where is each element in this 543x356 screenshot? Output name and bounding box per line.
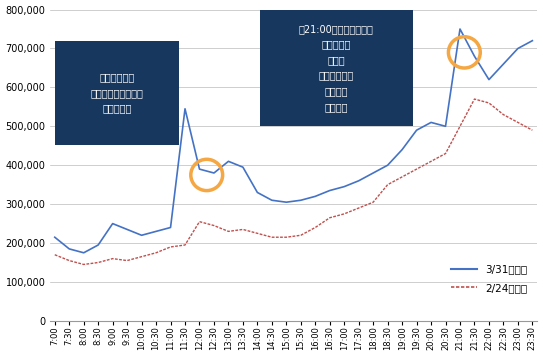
2/24（月） — [399, 175, 406, 179]
3/31（月） — [211, 171, 217, 175]
3/31（月） — [370, 171, 376, 175]
3/31（月） — [225, 159, 232, 163]
2/24（月） — [124, 258, 130, 263]
2/24（月） — [66, 258, 72, 263]
2/24（月） — [225, 229, 232, 234]
3/31（月） — [196, 167, 203, 171]
3/31（月） — [239, 165, 246, 169]
3/31（月） — [399, 147, 406, 152]
3/31（月） — [442, 124, 449, 129]
3/31（月） — [80, 251, 87, 255]
2/24（月） — [153, 251, 159, 255]
2/24（月） — [138, 255, 145, 259]
3/31（月） — [326, 188, 333, 193]
3/31（月） — [283, 200, 289, 204]
2/24（月） — [298, 233, 304, 237]
3/31（月） — [471, 54, 478, 58]
3/31（月） — [52, 235, 58, 239]
Text: 「いいとも」
「いいとも最終回」
「たけし」: 「いいとも」 「いいとも最終回」 「たけし」 — [91, 72, 143, 113]
2/24（月） — [529, 128, 535, 132]
2/24（月） — [254, 231, 261, 235]
2/24（月） — [80, 262, 87, 267]
Line: 3/31（月）: 3/31（月） — [55, 29, 532, 253]
3/31（月） — [500, 62, 507, 66]
3/31（月） — [312, 194, 319, 199]
2/24（月） — [457, 124, 463, 129]
2/24（月） — [283, 235, 289, 239]
2/24（月） — [269, 235, 275, 239]
2/24（月） — [182, 243, 188, 247]
3/31（月） — [167, 225, 174, 230]
3/31（月） — [485, 78, 492, 82]
2/24（月） — [500, 112, 507, 117]
2/24（月） — [239, 227, 246, 231]
2/24（月） — [515, 120, 521, 125]
2/24（月） — [485, 101, 492, 105]
2/24（月） — [471, 97, 478, 101]
2/24（月） — [312, 225, 319, 230]
3/31（月） — [269, 198, 275, 202]
Line: 2/24（月）: 2/24（月） — [55, 99, 532, 265]
3/31（月） — [95, 243, 102, 247]
3/31（月） — [66, 247, 72, 251]
2/24（月） — [109, 256, 116, 261]
2/24（月） — [95, 260, 102, 265]
2/24（月） — [356, 206, 362, 210]
2/24（月） — [326, 216, 333, 220]
3/31（月） — [341, 184, 348, 189]
3/31（月） — [356, 179, 362, 183]
2/24（月） — [370, 200, 376, 204]
2/24（月） — [341, 212, 348, 216]
3/31（月） — [298, 198, 304, 202]
3/31（月） — [413, 128, 420, 132]
2/24（月） — [196, 220, 203, 224]
3/31（月） — [182, 107, 188, 111]
2/24（月） — [428, 159, 434, 163]
Legend: 3/31（月）, 2/24（月）: 3/31（月）, 2/24（月） — [447, 260, 532, 297]
3/31（月） — [428, 120, 434, 125]
2/24（月） — [413, 167, 420, 171]
3/31（月） — [153, 229, 159, 234]
3/31（月） — [254, 190, 261, 195]
2/24（月） — [167, 245, 174, 249]
2/24（月） — [384, 183, 391, 187]
3/31（月） — [124, 227, 130, 231]
2/24（月） — [442, 151, 449, 156]
3/31（月） — [529, 38, 535, 43]
3/31（月） — [457, 27, 463, 31]
2/24（月） — [52, 253, 58, 257]
3/31（月） — [384, 163, 391, 167]
Text: 「21:00ホットワード」
とんねるず
さんま
ダウンタウン
ウンナン
いいとも: 「21:00ホットワード」 とんねるず さんま ダウンタウン ウンナン いいとも — [299, 24, 374, 112]
2/24（月） — [211, 224, 217, 228]
3/31（月） — [515, 46, 521, 51]
3/31（月） — [109, 221, 116, 226]
FancyBboxPatch shape — [55, 41, 179, 145]
3/31（月） — [138, 233, 145, 237]
FancyBboxPatch shape — [260, 10, 413, 126]
